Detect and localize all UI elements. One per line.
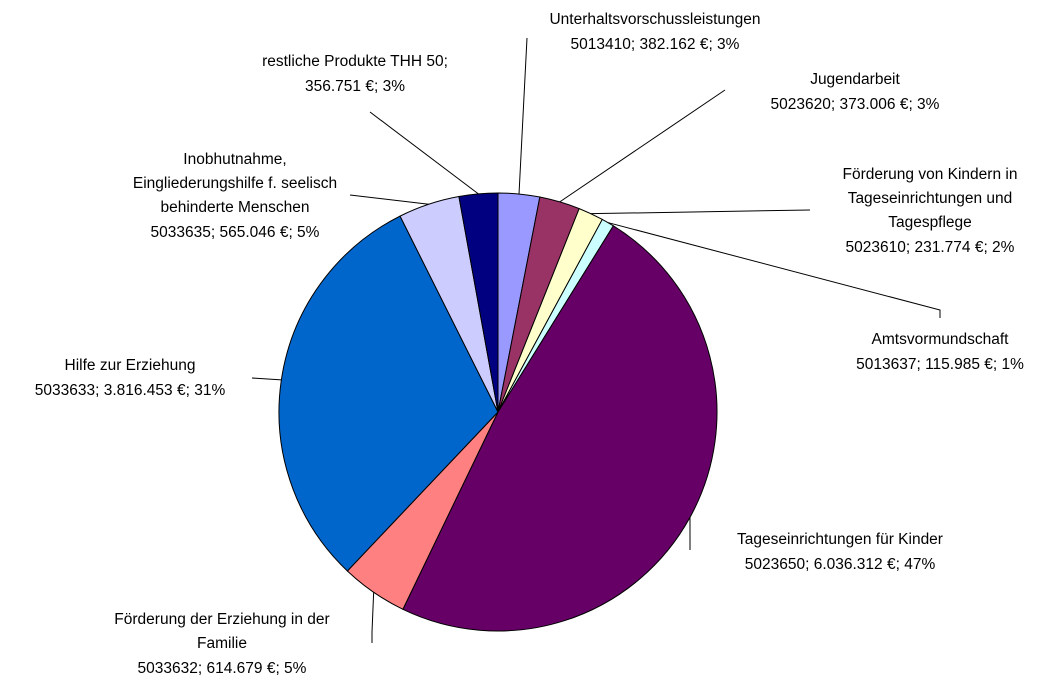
label-line: Tageseinrichtungen für Kinder [737,531,943,548]
label-line: Eingliederungshilfe f. seelisch [133,175,337,192]
label-line: Amtsvormundschaft [872,331,1010,348]
label-line: Jugendarbeit [810,71,900,88]
slice-label: Tageseinrichtungen für Kinder 5023650; 6.… [737,531,943,573]
slice-label: Hilfe zur Erziehung 5033633; 3.816.453 €;… [35,357,226,399]
value-label: 5023650; 6.036.312 €; 47% [745,556,936,573]
value-label: 5033632; 614.679 €; 5% [138,660,307,675]
label-line: Familie [197,635,247,652]
label-line: behinderte Menschen [160,199,309,216]
label-line: Förderung der Erziehung in der [114,611,329,628]
value-label: 5013410; 382.162 €; 3% [571,36,740,53]
leader-line [369,111,479,195]
pie-slice [278,215,499,572]
leader-line [518,37,528,195]
slice-label: restliche Produkte THH 50; 356.751 €; 3% [262,53,448,95]
label-line: Inobhutnahme, [183,151,286,168]
slice-label: Förderung von Kindern in Tageseinrichtung… [843,166,1018,256]
slice-label: Jugendarbeit 5023620; 373.006 €; 3% [771,71,940,113]
slice-label: Inobhutnahme, Eingliederungshilfe f. seel… [133,151,337,241]
value-label: 356.751 €; 3% [305,78,405,95]
value-label: 5023610; 231.774 €; 2% [846,239,1015,256]
leader-line [349,194,429,205]
value-label: 5033633; 3.816.453 €; 31% [35,382,226,399]
leader-line [371,592,375,643]
value-label: 5023620; 373.006 €; 3% [771,96,940,113]
pie-slice [402,225,718,632]
leader-line [590,209,811,215]
leader-line [559,89,726,203]
label-line: Tageseinrichtungen und [848,190,1013,207]
slice-label: Unterhaltsvorschussleistungen 5013410; 38… [549,11,760,53]
label-line: Förderung von Kindern in [843,166,1018,183]
value-label: 5013637; 115.985 €; 1% [856,356,1024,373]
label-line: Tagespflege [888,214,972,231]
value-label: 5033635; 565.046 €; 5% [151,224,320,241]
label-line: Hilfe zur Erziehung [65,357,196,374]
label-line: Unterhaltsvorschussleistungen [549,11,760,28]
label-line: restliche Produkte THH 50; [262,53,448,70]
slice-label: Förderung der Erziehung in der Familie 503… [114,611,329,675]
leader-line [251,377,282,381]
slice-label: Amtsvormundschaft 5013637; 115.985 €; 1% [856,331,1024,373]
leader-line [607,222,941,318]
